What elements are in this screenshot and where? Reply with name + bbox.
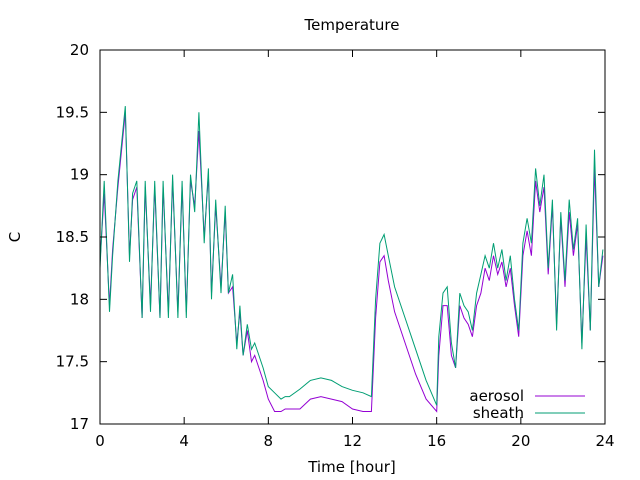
x-tick-label: 12 [343, 432, 362, 450]
x-tick-label: 16 [427, 432, 446, 450]
y-tick-label: 17 [70, 415, 89, 433]
x-tick-label: 24 [595, 432, 614, 450]
y-tick-label: 18.5 [56, 228, 89, 246]
y-tick-label: 17.5 [56, 353, 89, 371]
legend-label-sheath: sheath [473, 404, 524, 422]
chart-title: Temperature [303, 16, 399, 34]
axis-ticks [99, 49, 606, 425]
y-tick-label: 19.5 [56, 103, 89, 121]
x-tick-labels: 0 4 8 12 16 20 24 [95, 432, 614, 450]
x-axis-label: Time [hour] [307, 458, 396, 476]
x-tick-label: 0 [95, 432, 105, 450]
legend-label-aerosol: aerosol [469, 387, 524, 405]
x-tick-label: 8 [264, 432, 274, 450]
y-tick-label: 19 [70, 166, 89, 184]
x-tick-label: 20 [511, 432, 530, 450]
y-tick-label: 20 [70, 41, 89, 59]
y-axis-label: C [6, 232, 24, 242]
y-tick-label: 18 [70, 290, 89, 308]
legend: aerosol sheath [469, 387, 585, 422]
y-tick-labels: 17 17.5 18 18.5 19 19.5 20 [56, 41, 89, 433]
series-line-sheath [99, 106, 604, 406]
x-tick-label: 4 [179, 432, 189, 450]
plot-frame [99, 49, 606, 425]
plot-area [99, 106, 604, 413]
